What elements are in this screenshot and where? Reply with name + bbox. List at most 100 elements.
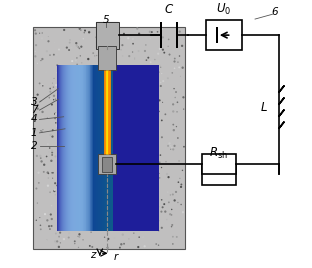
Bar [87,65,113,230]
Point [123,101,128,105]
Point [94,35,99,39]
Point [75,133,80,137]
Point [87,164,92,168]
Point [39,159,44,163]
Point [123,75,128,79]
Point [149,83,154,87]
Point [136,134,141,138]
Point [96,102,101,107]
Point [100,41,105,46]
Point [146,75,151,79]
Point [100,32,105,36]
Bar [79,65,113,230]
Point [160,100,165,105]
Point [157,176,162,180]
Point [62,104,67,108]
Point [116,204,121,209]
Point [54,53,59,57]
Point [54,83,59,87]
Point [115,29,119,33]
Point [172,56,177,61]
Point [79,221,84,226]
Point [110,151,115,155]
Point [179,182,184,187]
Bar [109,65,113,230]
Point [104,180,109,184]
Point [173,90,178,94]
Point [106,76,111,80]
Point [112,127,117,131]
Point [104,38,109,42]
Point [53,121,58,125]
Point [47,146,52,150]
Point [99,72,104,76]
Point [49,217,54,221]
Point [177,159,182,163]
Point [81,37,86,41]
Point [77,46,82,51]
Point [126,237,131,241]
Point [169,145,174,150]
Point [125,67,130,71]
Point [159,118,164,122]
Point [171,102,176,106]
Point [77,175,82,179]
Point [158,153,163,157]
Point [121,132,126,137]
Point [40,31,45,35]
Point [96,36,101,40]
Point [58,215,63,220]
Point [77,109,82,113]
Point [93,202,98,206]
Point [119,242,124,247]
Point [159,198,164,202]
Point [130,42,135,46]
Point [60,222,65,226]
Point [73,204,78,208]
Point [132,56,137,60]
Point [76,245,81,250]
Point [66,132,71,136]
Point [95,140,100,144]
Point [93,172,98,177]
Bar [77,65,113,230]
Point [87,221,92,225]
Point [84,161,89,166]
Bar [62,65,89,230]
Point [99,23,104,27]
Bar [92,65,113,230]
Point [48,96,53,100]
Point [87,244,92,248]
Point [127,92,132,96]
Point [48,212,53,217]
Point [121,155,126,159]
Point [74,41,79,45]
Point [35,61,40,65]
Point [51,98,56,102]
Point [143,72,148,76]
Point [78,67,83,71]
Point [115,73,120,77]
Point [169,225,174,229]
Point [128,86,133,90]
Point [53,239,58,244]
Point [130,37,135,41]
Point [98,75,103,79]
Point [55,70,60,75]
Text: 6: 6 [272,8,278,17]
Point [101,31,106,35]
Point [38,154,43,158]
Point [117,180,122,184]
Point [99,149,104,154]
Point [46,150,51,154]
Point [38,99,43,103]
Point [160,47,165,52]
Point [72,74,77,78]
Point [62,98,67,102]
Point [122,129,127,134]
Point [172,87,177,91]
Point [162,202,167,206]
Point [128,221,133,226]
Point [95,35,100,39]
Point [178,46,183,50]
